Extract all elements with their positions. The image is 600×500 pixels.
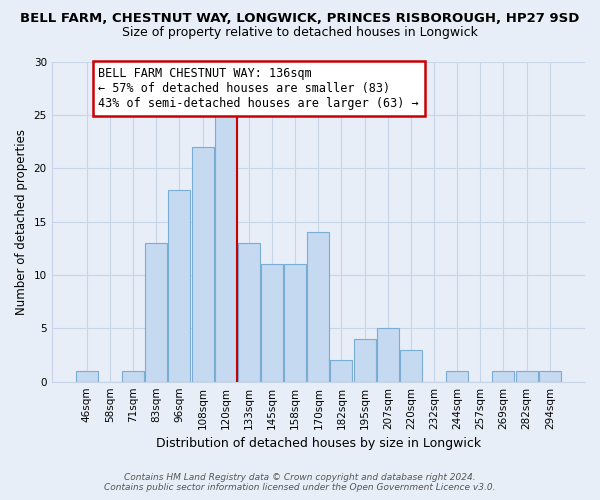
Bar [261,264,283,382]
Bar [76,371,98,382]
Bar [446,371,468,382]
Text: Contains HM Land Registry data © Crown copyright and database right 2024.
Contai: Contains HM Land Registry data © Crown c… [104,473,496,492]
Bar [169,190,190,382]
Bar [284,264,306,382]
Bar [493,371,514,382]
Bar [122,371,144,382]
Bar [377,328,399,382]
Bar [353,339,376,382]
Bar [539,371,561,382]
Bar [238,243,260,382]
Bar [191,147,214,382]
Text: BELL FARM CHESTNUT WAY: 136sqm
← 57% of detached houses are smaller (83)
43% of : BELL FARM CHESTNUT WAY: 136sqm ← 57% of … [98,67,419,110]
Bar [400,350,422,382]
Bar [215,115,237,382]
Bar [515,371,538,382]
Y-axis label: Number of detached properties: Number of detached properties [15,128,28,314]
Bar [331,360,352,382]
Bar [145,243,167,382]
Text: Size of property relative to detached houses in Longwick: Size of property relative to detached ho… [122,26,478,39]
Text: BELL FARM, CHESTNUT WAY, LONGWICK, PRINCES RISBOROUGH, HP27 9SD: BELL FARM, CHESTNUT WAY, LONGWICK, PRINC… [20,12,580,26]
X-axis label: Distribution of detached houses by size in Longwick: Distribution of detached houses by size … [156,437,481,450]
Bar [307,232,329,382]
